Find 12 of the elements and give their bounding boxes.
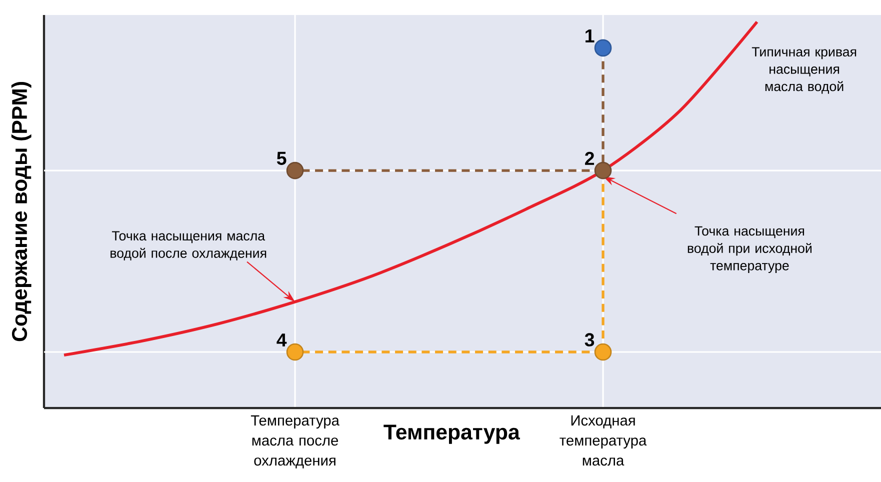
annotation: Точка насыщения масла водой после охлаждения — [110, 231, 266, 260]
annotation: 1 — [586, 30, 594, 42]
x-axis-title: Температура — [384, 424, 520, 444]
annotation: Точка насыщения водой при исходной температуре — [688, 226, 812, 273]
annotation: 5 — [276, 152, 286, 165]
annotation: 3 — [584, 333, 594, 346]
annotation: 2 — [585, 152, 594, 165]
x-tick-label: Температура масла после охлаждения — [250, 415, 340, 468]
annotation: 4 — [276, 334, 287, 346]
y-axis-title: Содержание воды (PPM) — [11, 82, 32, 342]
x-tick-label: Исходная температура масла — [560, 415, 647, 466]
annotation: Типичная кривая насыщения масла водой — [752, 47, 856, 94]
